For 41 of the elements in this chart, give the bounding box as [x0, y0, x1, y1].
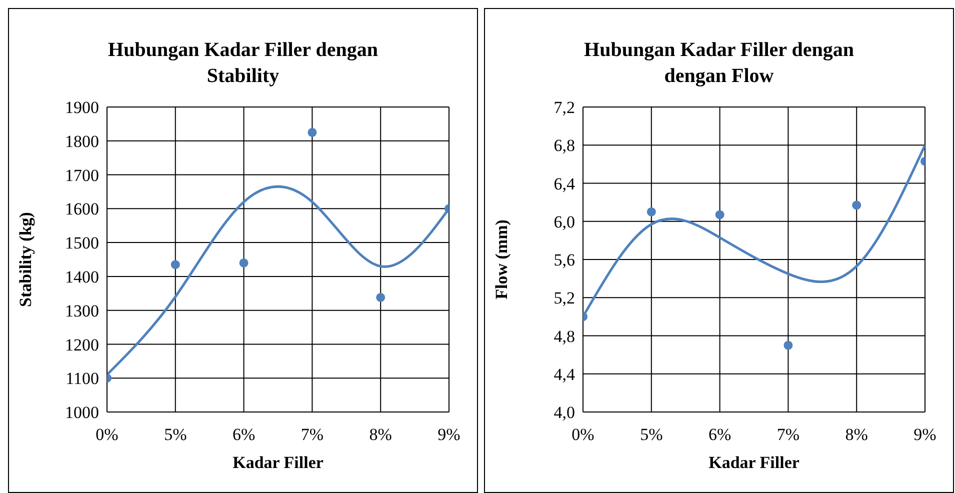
y-tick-label: 1700: [65, 166, 99, 185]
y-tick-label: 4,0: [554, 403, 575, 422]
y-tick-label: 4,4: [554, 364, 576, 384]
point: [784, 340, 793, 350]
chart-title: Hubungan Kadar Filler dengan dengan Flow: [583, 38, 855, 89]
x-tick-label: 9%: [438, 425, 460, 444]
x-tick-label: 7%: [300, 425, 324, 444]
x-axis-title: Kadar Filler: [708, 453, 800, 472]
y-tick-label: 1600: [65, 200, 99, 219]
x-tick-label: 8%: [369, 425, 392, 444]
chart-title: Hubungan Kadar Filler dengan Stability: [107, 38, 379, 89]
y-tick-label: 6,4: [554, 174, 576, 194]
y-tick-label: 1300: [65, 301, 99, 320]
point: [239, 258, 248, 268]
x-tick-label: 6%: [232, 425, 256, 444]
y-tick-label: 5,2: [554, 288, 575, 308]
x-axis-title: Kadar Filler: [232, 453, 324, 472]
y-tick-label: 1400: [65, 267, 99, 286]
x-tick-label: 9%: [914, 425, 936, 444]
y-tick-label: 4,8: [554, 326, 575, 346]
y-tick-label: 1100: [66, 369, 99, 388]
x-tick-label: 6%: [708, 425, 732, 444]
x-tick-label: 7%: [776, 425, 800, 444]
y-axis-title: Stability (kg): [16, 212, 36, 307]
y-tick-label: 1900: [65, 98, 99, 118]
point: [715, 210, 724, 220]
y-tick-label: 1200: [65, 335, 99, 354]
y-tick-label: 5,6: [554, 250, 575, 270]
y-tick-label: 1000: [65, 403, 99, 422]
y-tick-label: 1800: [65, 132, 99, 151]
x-tick-label: 0%: [572, 425, 594, 444]
y-tick-label: 7,2: [554, 98, 575, 118]
x-tick-label: 5%: [640, 425, 663, 444]
y-tick-label: 6,8: [554, 136, 575, 156]
y-tick-label: 1500: [65, 234, 99, 253]
y-tick-label: 6,0: [554, 212, 575, 232]
x-tick-label: 5%: [164, 425, 187, 444]
x-tick-label: 0%: [96, 425, 118, 444]
x-tick-label: 8%: [845, 425, 868, 444]
y-axis-title: Flow (mm): [492, 220, 512, 300]
point: [308, 128, 317, 137]
